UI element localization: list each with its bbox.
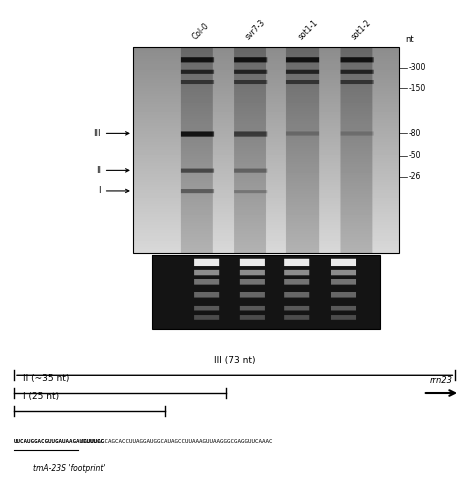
Text: II (~35 nt): II (~35 nt) <box>23 374 70 383</box>
Text: -26: -26 <box>409 172 421 181</box>
Text: -50: -50 <box>409 151 421 161</box>
Text: Col-0: Col-0 <box>191 21 210 42</box>
Text: sot1-1: sot1-1 <box>297 18 320 42</box>
Text: -80: -80 <box>409 129 421 138</box>
Text: III: III <box>93 129 129 138</box>
Bar <box>152 256 380 329</box>
Text: svr7-3: svr7-3 <box>244 18 267 42</box>
Text: tmA-23S 'footprint': tmA-23S 'footprint' <box>33 464 105 473</box>
Text: I (25 nt): I (25 nt) <box>23 392 59 401</box>
Text: -300: -300 <box>409 63 426 72</box>
Text: sot1-2: sot1-2 <box>350 18 373 42</box>
Bar <box>133 47 399 253</box>
Text: CAUUUAGCAGCACCUUAGGAUGGCAUAGCCUUAAAGUUAAGGGCGAGGUUCAAAC: CAUUUAGCAGCACCUUAGGAUGGCAUAGCCUUAAAGUUAA… <box>81 439 273 444</box>
Text: nt: nt <box>405 35 414 44</box>
Text: rrn23: rrn23 <box>430 377 453 385</box>
Text: II: II <box>96 166 129 175</box>
Text: III (73 nt): III (73 nt) <box>214 356 255 365</box>
Text: UUCAUGGACGUUGAUAAGAUCUUUCC: UUCAUGGACGUUGAUAAGAUCUUUCC <box>14 439 105 444</box>
Text: I: I <box>98 186 129 196</box>
Text: -150: -150 <box>409 84 426 92</box>
